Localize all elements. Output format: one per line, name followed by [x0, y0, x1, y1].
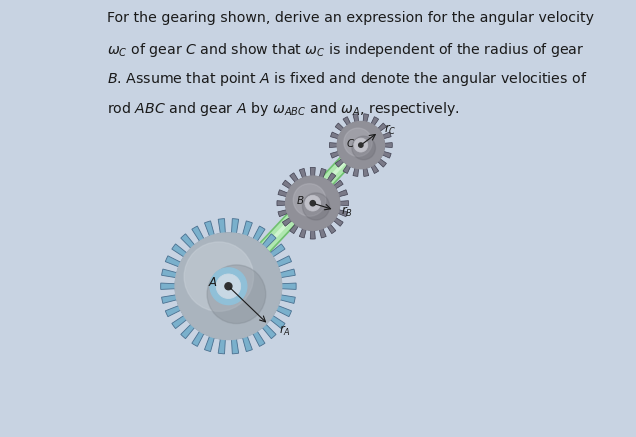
Circle shape [337, 121, 384, 169]
Circle shape [310, 201, 315, 206]
Circle shape [286, 176, 340, 230]
Circle shape [303, 193, 329, 220]
Circle shape [293, 184, 326, 216]
Circle shape [175, 233, 282, 340]
Text: rod $ABC$ and gear $A$ by $\omega_{ABC}$ and $\omega_A$, respectively.: rod $ABC$ and gear $A$ by $\omega_{ABC}$… [107, 100, 460, 118]
Text: B: B [297, 197, 304, 206]
Text: $B$. Assume that point $A$ is fixed and denote the angular velocities of: $B$. Assume that point $A$ is fixed and … [107, 70, 588, 88]
Polygon shape [224, 141, 366, 291]
Circle shape [216, 274, 240, 298]
Text: $r_A$: $r_A$ [279, 324, 291, 338]
Circle shape [354, 138, 368, 152]
Polygon shape [277, 167, 349, 239]
Circle shape [225, 283, 232, 290]
Text: $r_C$: $r_C$ [384, 123, 396, 137]
Circle shape [184, 242, 254, 311]
Circle shape [352, 136, 375, 160]
Text: C: C [347, 139, 354, 149]
Circle shape [207, 265, 266, 323]
Polygon shape [227, 144, 362, 288]
Text: $r_B$: $r_B$ [341, 205, 353, 219]
Text: $\omega_C$ of gear $C$ and show that $\omega_C$ is independent of the radius of : $\omega_C$ of gear $C$ and show that $\o… [107, 41, 584, 59]
Circle shape [305, 195, 321, 211]
Polygon shape [161, 218, 296, 354]
Text: For the gearing shown, derive an expression for the angular velocity: For the gearing shown, derive an express… [107, 11, 595, 25]
Circle shape [344, 128, 372, 156]
Circle shape [359, 143, 363, 147]
Polygon shape [329, 114, 392, 177]
Text: A: A [209, 276, 217, 289]
Circle shape [210, 268, 247, 305]
